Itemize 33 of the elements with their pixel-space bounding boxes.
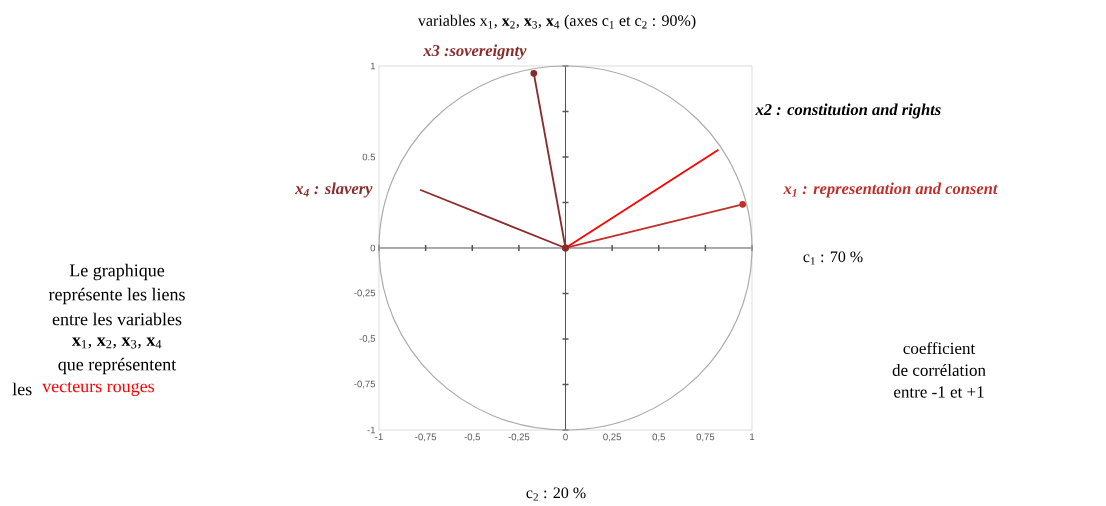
text: x$_{1}$ : representation and consent: [783, 182, 998, 198]
x-tick-label: 0,5: [652, 433, 665, 442]
text: x$_{1}$, x$_{2}$, x$_{3}$, x$_{4}$: [71, 337, 162, 349]
x-tick-label: -0,25: [508, 433, 530, 442]
y-tick-label: -0,5: [359, 335, 376, 343]
text: représente les liens: [48, 287, 185, 305]
y-tick-label: 0.5: [362, 153, 376, 161]
text: entre -1 et +1: [894, 386, 984, 398]
text: coefficient: [903, 341, 976, 355]
y-tick-label: 1: [370, 62, 376, 70]
x-tick-label: -1: [375, 433, 383, 441]
y-tick-label: -0,25: [354, 289, 376, 298]
x-tick-label: 1: [750, 433, 755, 441]
text: vecteurs rouges: [42, 381, 155, 397]
text: x$_{4}$ : slavery: [294, 182, 373, 198]
x-tick-label: -0,5: [464, 433, 481, 442]
chart-title: variables x$_{1}$, x$_{2}$, x$_{3}$, x$_{4}$ (axes c$_{1}$ et c$_{2}$ : 90%): [417, 14, 696, 30]
text: de corrélation: [892, 364, 986, 376]
text: les: [12, 382, 32, 396]
x-tick-label: 0,75: [696, 433, 715, 442]
text: x2 : constitution and rights: [755, 103, 941, 119]
x-tick-label: 0,25: [603, 433, 621, 442]
text: c$_{1}$ : 70 %: [803, 251, 863, 265]
x-tick-label: 0: [563, 433, 568, 441]
y-tick-label: -0,75: [354, 380, 376, 389]
text: entre les variables: [52, 312, 182, 326]
text: c$_{2}$ : 20 %: [526, 487, 586, 501]
series-label: x3 :sovereignty: [423, 44, 527, 60]
x-tick-label: -0,75: [415, 433, 437, 442]
text: Le graphique: [69, 263, 165, 281]
text: que représentent: [58, 357, 177, 375]
y-tick-label: -1: [367, 426, 376, 434]
y-tick-label: 0: [370, 244, 376, 252]
